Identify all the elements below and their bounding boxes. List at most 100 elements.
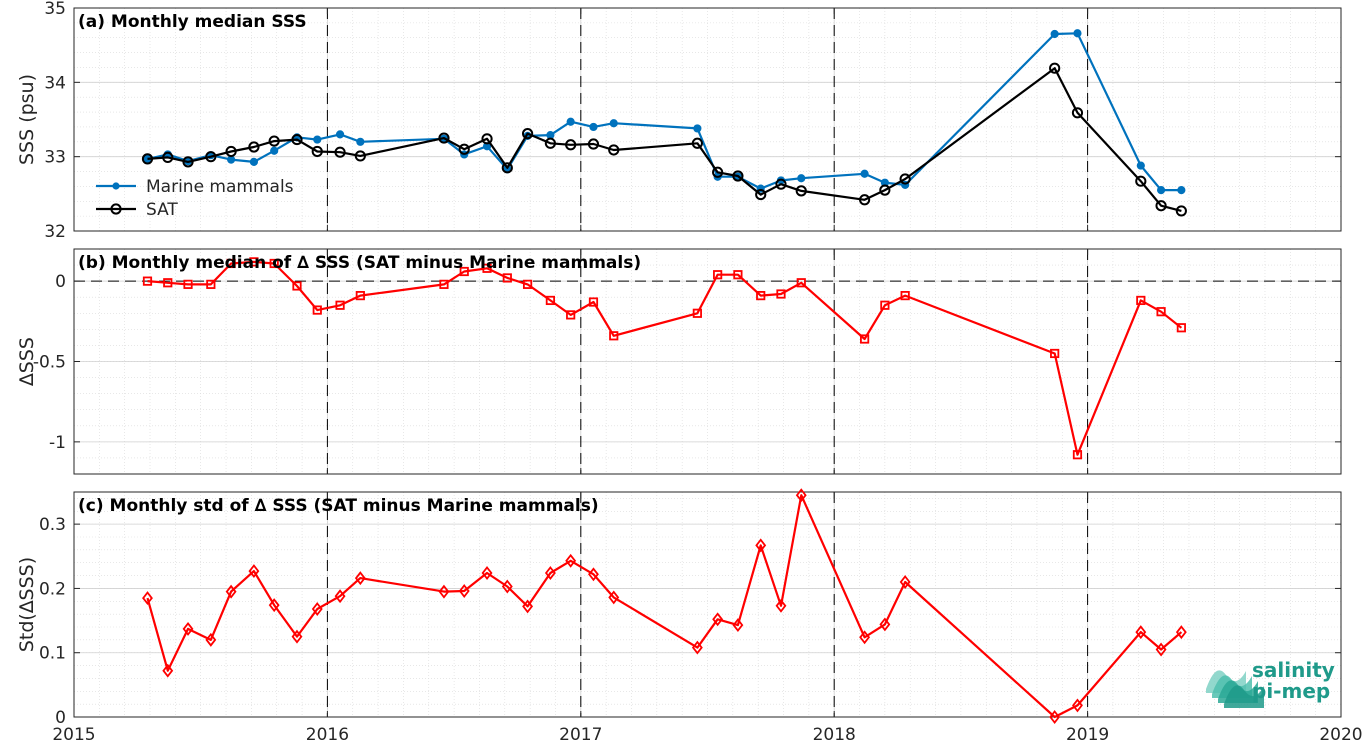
data-point [755,538,767,553]
data-point [691,137,703,149]
data-point [335,130,345,139]
data-point [1136,295,1146,306]
data-point [1050,348,1060,359]
data-point [588,297,599,307]
y-tick-label: 0 [55,708,66,728]
data-point [900,291,910,301]
data-point [692,308,702,318]
data-point [482,263,492,273]
x-tick-label: 2018 [813,725,856,745]
data-point [313,135,322,144]
x-tick-label: 2020 [1319,725,1362,745]
data-point [270,146,279,155]
data-point [1136,161,1145,170]
data-point [879,184,891,196]
data-point [355,291,365,301]
data-point [522,599,534,614]
data-point [1156,307,1166,317]
data-point [248,141,260,153]
data-point [756,291,766,301]
data-point [776,289,786,299]
x-tick-label: 2016 [306,725,349,745]
data-point [225,145,237,158]
data-point [1135,175,1147,187]
axes-frame [73,491,1342,718]
panel-title: (c) Monthly std of ∆ SSS (SAT minus Mari… [78,496,599,516]
logo-line-2: pi-mep [1252,679,1330,703]
data-point [860,169,869,178]
data-point [608,144,620,156]
data-point [732,170,744,182]
data-point [163,278,173,288]
data-point [587,138,600,150]
data-point [588,567,599,582]
data-point [693,124,702,133]
data-point [565,139,577,151]
data-point [755,188,767,201]
legend-marker [110,203,122,215]
series-line [146,494,1183,719]
data-point [565,553,577,568]
y-tick-label: 33 [44,148,66,168]
y-tick-label: 0.2 [39,579,66,599]
data-point [312,305,322,315]
data-point [206,279,216,289]
data-point [291,133,303,146]
legend-label: SAT [146,200,178,220]
data-point [795,488,807,503]
data-point [292,281,302,291]
y-tick-label: 35 [44,0,66,19]
data-point [268,135,280,147]
legend-label: Marine mammals [146,177,294,197]
data-point [1155,642,1167,657]
data-point [354,150,366,162]
data-point [268,598,280,613]
data-point [1072,698,1083,713]
data-point [501,162,513,174]
data-point [546,131,555,140]
data-point [1135,625,1147,640]
series-line [147,260,1183,456]
data-point [481,566,493,580]
data-point [182,621,194,636]
data-point [713,270,723,280]
y-tick-label: 0 [55,272,66,292]
data-point [225,584,237,599]
y-tick-label: 0.1 [39,644,66,664]
data-point [609,119,618,128]
y-tick-label: 34 [44,73,66,93]
data-point [334,146,346,158]
data-point [775,598,787,613]
data-point [356,137,365,146]
data-point [227,155,236,164]
series-line [147,67,1182,212]
data-point [712,166,724,178]
data-point [311,145,323,158]
data-point [879,617,891,632]
legend: Marine mammals SAT [96,177,294,220]
y-axis-label: ∆SSS [16,337,38,387]
data-point [1155,200,1167,212]
data-point [1177,186,1186,195]
data-point [205,632,217,647]
data-point [566,117,575,126]
data-point [609,331,619,341]
data-point [732,618,744,633]
panel-b: -1 -0.5 0 ∆SSS (b) Monthly median of ∆ SSS (… [16,248,1342,475]
data-point [141,153,154,165]
data-point [311,602,323,616]
data-point [248,564,260,579]
series-a-1 [141,62,1187,217]
logo-wave-shape [1224,685,1264,708]
x-tick-label: 2015 [52,725,95,745]
data-point [1156,186,1166,195]
data-point [859,630,871,645]
data-point [1175,205,1187,217]
legend-marker [112,182,120,190]
data-point [438,132,450,144]
data-point [521,128,534,140]
data-point [733,270,743,280]
data-point [1175,625,1187,640]
data-point [589,122,598,132]
